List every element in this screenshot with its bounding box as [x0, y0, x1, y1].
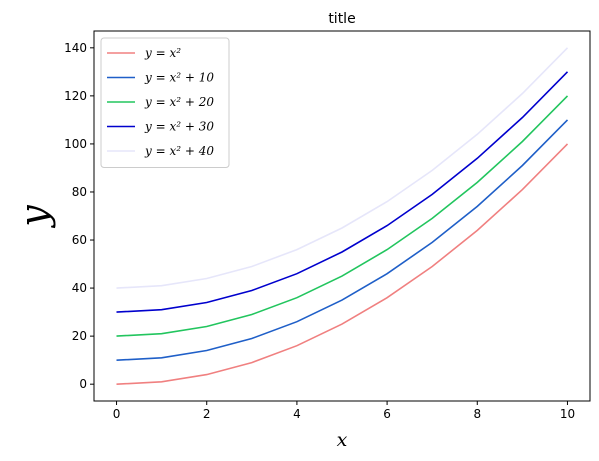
y-axis-label: y [12, 205, 56, 229]
x-tick-label: 4 [293, 407, 301, 421]
legend-label: y = x² [144, 46, 181, 60]
legend-box [100, 37, 230, 168]
y-tick-label: 0 [79, 377, 87, 391]
series-line-3 [116, 95, 569, 337]
y-tick-label: 20 [72, 329, 87, 343]
x-tick-label: 2 [203, 407, 211, 421]
x-tick-label: 10 [560, 407, 575, 421]
y-tick-label: 80 [72, 185, 87, 199]
series-lines [116, 47, 569, 385]
axes-frame [93, 30, 591, 402]
chart-title: title [328, 11, 355, 27]
legend: y = x² y = x² + 10 y = x² + 20 y = x² + 30 y… [100, 37, 230, 168]
y-tick-label: 120 [64, 89, 87, 103]
x-tick-label: 0 [113, 407, 121, 421]
legend-label: y = x² + 20 [144, 95, 214, 109]
y-axis-ticks: 0 20 40 60 80 100 120 140 [64, 41, 94, 391]
series-line-5 [116, 47, 569, 289]
y-tick-label: 140 [64, 41, 87, 55]
x-tick-label: 6 [383, 407, 391, 421]
series-line-1 [116, 143, 569, 385]
y-tick-label: 40 [72, 281, 87, 295]
legend-label: y = x² + 10 [144, 71, 214, 85]
x-axis-label: x [337, 429, 348, 451]
x-tick-label: 8 [473, 407, 481, 421]
series-line-2 [116, 119, 569, 361]
x-axis-ticks: 0 2 4 6 8 10 [113, 401, 575, 421]
plot-area [93, 30, 591, 402]
legend-label: y = x² + 40 [144, 144, 214, 158]
series-line-4 [116, 71, 569, 313]
y-tick-label: 60 [72, 233, 87, 247]
legend-label: y = x² + 30 [144, 120, 214, 134]
y-tick-label: 100 [64, 137, 87, 151]
